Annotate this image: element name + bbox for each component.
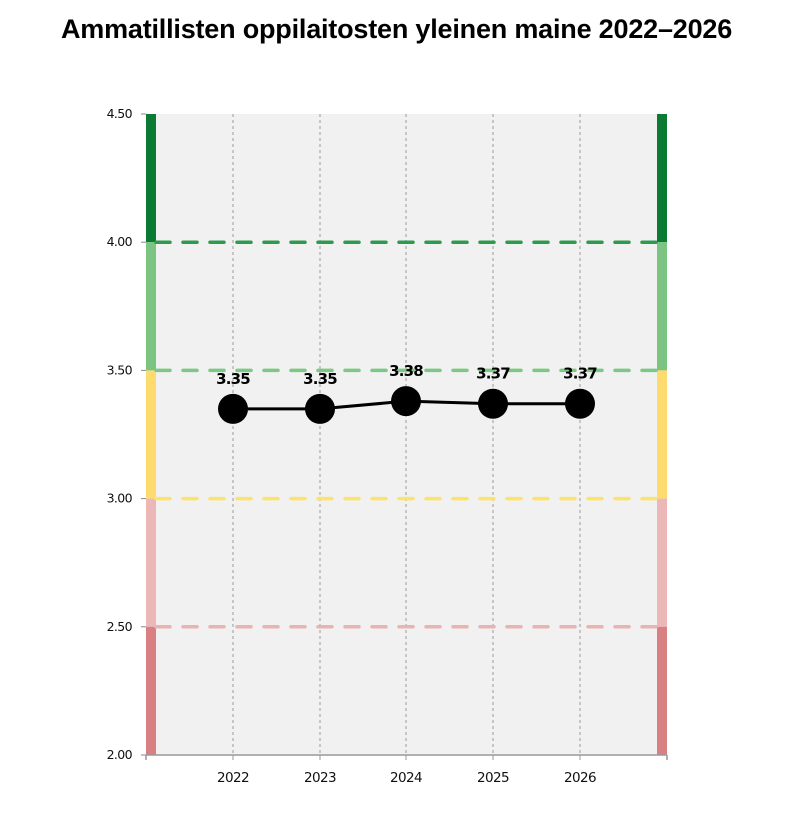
band-right bbox=[657, 370, 667, 499]
data-label: 3.35 bbox=[216, 370, 250, 388]
band-right bbox=[657, 114, 667, 243]
y-tick-label: 4.00 bbox=[107, 234, 133, 249]
band-right bbox=[657, 626, 667, 755]
data-label: 3.35 bbox=[303, 370, 337, 388]
y-tick-label: 3.50 bbox=[107, 362, 133, 377]
data-point[interactable] bbox=[478, 388, 508, 419]
data-point[interactable] bbox=[565, 388, 595, 419]
y-tick-label: 2.00 bbox=[107, 747, 133, 762]
data-label: 3.38 bbox=[389, 362, 423, 380]
band-left bbox=[146, 114, 156, 243]
band-left bbox=[146, 498, 156, 627]
data-point[interactable] bbox=[305, 393, 335, 424]
band-right bbox=[657, 498, 667, 627]
x-tick-label: 2025 bbox=[477, 770, 509, 786]
y-tick-label: 4.50 bbox=[107, 106, 133, 121]
data-label: 3.37 bbox=[476, 365, 510, 383]
y-tick-label: 2.50 bbox=[107, 619, 133, 634]
band-left bbox=[146, 370, 156, 499]
data-point[interactable] bbox=[218, 393, 248, 424]
x-tick-label: 2022 bbox=[217, 770, 249, 786]
data-label: 3.37 bbox=[563, 365, 597, 383]
y-tick-label: 3.00 bbox=[107, 491, 133, 506]
x-tick-label: 2024 bbox=[390, 770, 422, 786]
band-left bbox=[146, 626, 156, 755]
x-tick-label: 2023 bbox=[304, 770, 336, 786]
x-tick-label: 2026 bbox=[564, 770, 596, 786]
chart-title: Ammatillisten oppilaitosten yleinen main… bbox=[60, 14, 733, 44]
data-point[interactable] bbox=[391, 386, 421, 417]
band-left bbox=[146, 242, 156, 371]
band-right bbox=[657, 242, 667, 371]
